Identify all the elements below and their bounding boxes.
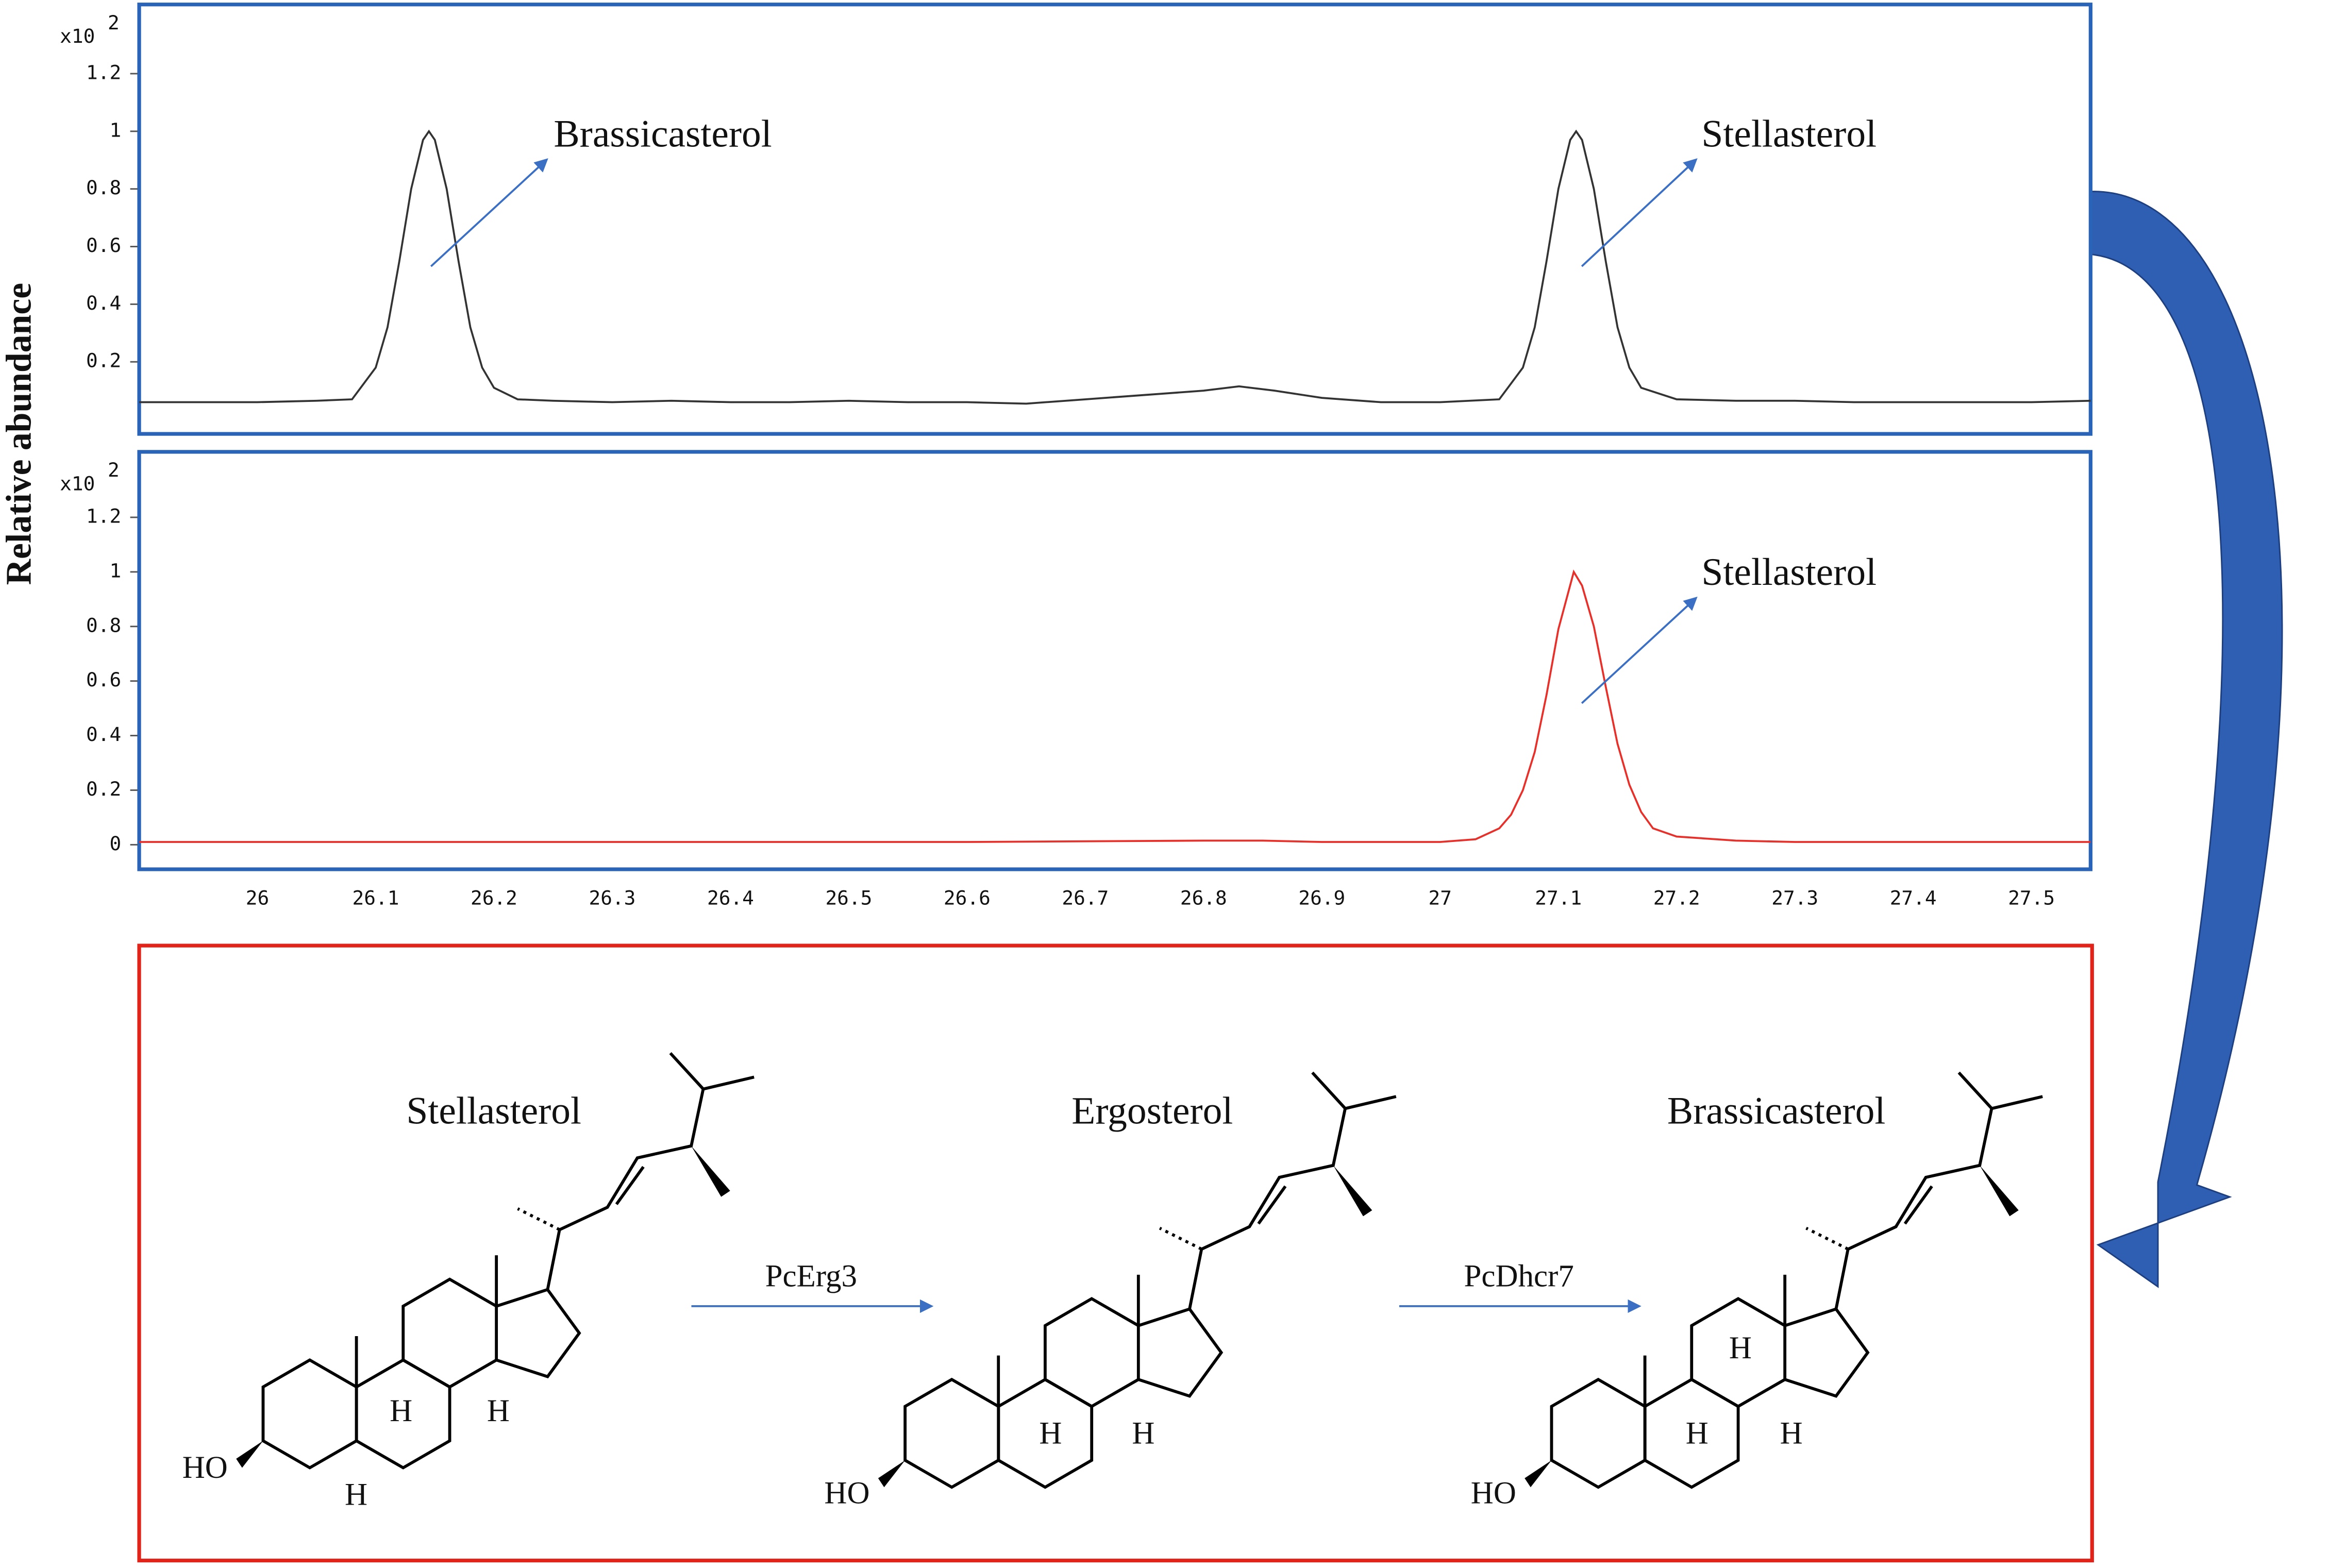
x-tick-label: 26.2 [471,887,517,909]
y-tick-label: 0.8 [86,176,121,199]
atom-label: H [1686,1416,1708,1451]
annotation: Stellasterol [1701,551,1877,594]
y-axis-label: Relative abundance [0,283,39,585]
ring [1137,1307,1224,1398]
atom-label: H [1780,1416,1803,1451]
methyl-wedge [691,1145,730,1197]
methyl-wedge [1333,1165,1372,1217]
enzyme-label: PcErg3 [765,1259,857,1294]
double-bond [1257,1185,1287,1225]
y-tick-label: 0.2 [86,349,121,372]
y-tick-label: 1.2 [86,504,121,527]
y-tick-label: 0.8 [86,614,121,636]
methyl-dash [1159,1226,1202,1251]
annotation-arrow [1581,158,1698,267]
x-tick-label: 26.3 [589,887,636,909]
y-multiplier-exponent: 2 [108,11,120,34]
atom-label: H [1729,1331,1752,1365]
x-tick-label: 26.9 [1298,887,1345,909]
plot-frame [137,450,2093,871]
oh-wedge [1525,1460,1552,1488]
compound-name: Stellasterol [406,1090,581,1133]
data-line [139,569,2091,843]
compound-name: Brassicasterol [1667,1090,1885,1133]
x-tick-label: 27.5 [2008,887,2055,909]
isopropyl [669,1052,705,1090]
y-tick-label: 0.4 [86,723,121,746]
y-tick-label: 0.4 [86,292,121,314]
double-bond [615,1166,645,1205]
x-tick-label: 26.7 [1062,887,1109,909]
y-multiplier: x10 [60,472,95,495]
annotation: Stellasterol [1701,112,1877,155]
x-tick-label: 26 [246,887,269,909]
x-tick-label: 27 [1429,887,1452,909]
x-tick-label: 26.1 [353,887,399,909]
atom-label: HO [1471,1476,1516,1511]
x-tick-label: 26.5 [825,887,872,909]
y-multiplier: x10 [60,25,95,47]
oh-wedge [878,1460,906,1488]
atom-label: HO [182,1451,228,1485]
annotation-arrow [430,158,548,267]
atom-label: H [1132,1416,1154,1451]
methyl-dash [1805,1226,1849,1251]
atom-label: H [345,1478,367,1512]
flow-arrow [2089,191,2283,1288]
atom-label: H [390,1394,412,1428]
ring [1784,1307,1870,1398]
isopropyl [1957,1071,1993,1110]
y-tick-label: 1 [109,559,121,582]
y-tick-label: 0.2 [86,778,121,800]
compound-name: Ergosterol [1071,1090,1233,1133]
double-bond [1903,1185,1933,1225]
y-tick-label: 1 [109,119,121,141]
x-tick-label: 26.8 [1180,887,1227,909]
x-tick-label: 27.3 [1771,887,1818,909]
y-tick-label: 0.6 [86,234,121,257]
scheme-frame [137,943,2094,1563]
x-tick-label: 26.4 [707,887,754,909]
enzyme-label: PcDhcr7 [1464,1259,1574,1294]
methyl-dash [517,1207,561,1232]
methyl-wedge [1980,1165,2019,1217]
data-line [139,129,2091,405]
x-tick-label: 26.6 [944,887,991,909]
x-tick-label: 27.1 [1535,887,1582,909]
y-multiplier-exponent: 2 [108,459,120,481]
annotation: Brassicasterol [554,112,772,155]
ring [496,1288,581,1379]
plot-frame [137,3,2093,436]
atom-label: HO [824,1476,869,1511]
oh-wedge [236,1441,263,1468]
x-tick-label: 27.2 [1653,887,1700,909]
y-tick-label: 0.6 [86,668,121,691]
y-tick-label: 0 [109,832,121,855]
x-tick-label: 27.4 [1890,887,1937,909]
y-tick-label: 1.2 [86,61,121,83]
atom-label: H [1039,1416,1062,1451]
annotation-arrow [1581,596,1698,704]
isopropyl [1311,1071,1347,1110]
atom-label: H [487,1394,510,1428]
